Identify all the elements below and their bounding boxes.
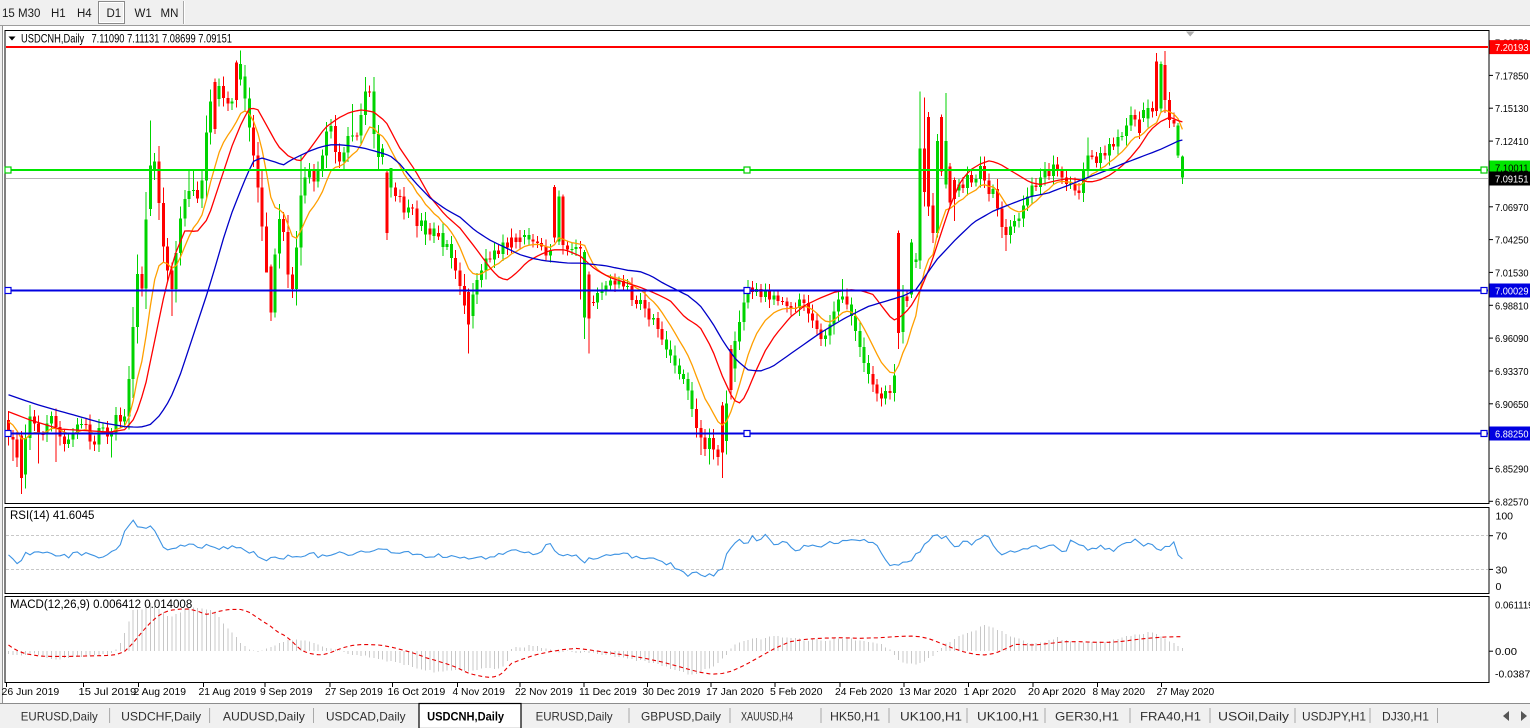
svg-text:GBPUSD,Daily: GBPUSD,Daily: [641, 710, 721, 724]
svg-text:-0.03877: -0.03877: [1495, 669, 1530, 681]
svg-text:7.00029: 7.00029: [1495, 285, 1529, 297]
svg-text:20 Apr 2020: 20 Apr 2020: [1028, 686, 1086, 698]
svg-text:100: 100: [1496, 511, 1514, 523]
svg-text:UK100,H1: UK100,H1: [900, 710, 962, 724]
svg-text:W1: W1: [135, 8, 152, 20]
svg-text:21 Aug 2019: 21 Aug 2019: [199, 686, 257, 698]
svg-text:EURUSD,Daily: EURUSD,Daily: [21, 710, 98, 724]
svg-text:27 May 2020: 27 May 2020: [1157, 686, 1215, 698]
svg-text:DJ30,H1: DJ30,H1: [1382, 710, 1429, 724]
svg-text:27 Sep 2019: 27 Sep 2019: [325, 686, 383, 698]
svg-text:22 Nov 2019: 22 Nov 2019: [515, 686, 573, 698]
svg-text:7.12410: 7.12410: [1495, 136, 1529, 148]
svg-text:15: 15: [2, 8, 15, 20]
svg-text:0.061119: 0.061119: [1495, 600, 1530, 612]
svg-text:8 May 2020: 8 May 2020: [1093, 686, 1146, 698]
svg-text:26 Jun 2019: 26 Jun 2019: [2, 686, 60, 698]
svg-text:17 Jan 2020: 17 Jan 2020: [706, 686, 764, 698]
svg-text:7.04250: 7.04250: [1495, 235, 1529, 247]
svg-text:D1: D1: [107, 8, 122, 20]
svg-text:USDCAD,Daily: USDCAD,Daily: [326, 710, 406, 724]
svg-text:6.90650: 6.90650: [1495, 399, 1529, 411]
svg-text:USDJPY,H1: USDJPY,H1: [1302, 710, 1366, 724]
svg-text:16 Oct 2019: 16 Oct 2019: [388, 686, 446, 698]
svg-text:6.98810: 6.98810: [1495, 300, 1529, 312]
svg-text:AUDUSD,Daily: AUDUSD,Daily: [223, 710, 305, 724]
svg-text:XAUUSD,H4: XAUUSD,H4: [741, 710, 793, 724]
svg-text:7.15130: 7.15130: [1495, 103, 1529, 115]
svg-text:7.09151: 7.09151: [1495, 174, 1529, 186]
svg-text:USDCHF,Daily: USDCHF,Daily: [121, 710, 201, 724]
svg-text:11 Dec 2019: 11 Dec 2019: [579, 686, 637, 698]
svg-text:0: 0: [1496, 581, 1502, 593]
svg-text:6.88250: 6.88250: [1495, 429, 1529, 441]
svg-text:6.82570: 6.82570: [1495, 496, 1529, 508]
svg-text:9 Sep 2019: 9 Sep 2019: [260, 686, 313, 698]
svg-text:H4: H4: [77, 8, 92, 20]
svg-text:FRA40,H1: FRA40,H1: [1140, 710, 1201, 724]
svg-text:0.00: 0.00: [1495, 646, 1517, 658]
svg-text:6.96090: 6.96090: [1495, 333, 1529, 345]
svg-text:USOil,Daily: USOil,Daily: [1218, 710, 1289, 724]
svg-text:H1: H1: [51, 8, 66, 20]
svg-text:M30: M30: [18, 8, 40, 20]
svg-text:2 Aug 2019: 2 Aug 2019: [134, 686, 187, 698]
svg-text:70: 70: [1496, 531, 1508, 543]
svg-text:15 Jul 2019: 15 Jul 2019: [79, 686, 137, 698]
svg-text:7.01530: 7.01530: [1495, 267, 1529, 279]
svg-text:MN: MN: [161, 8, 179, 20]
svg-text:13 Mar 2020: 13 Mar 2020: [899, 686, 957, 698]
svg-text:USDCNH,Daily: USDCNH,Daily: [427, 710, 504, 724]
svg-text:EURUSD,Daily: EURUSD,Daily: [536, 710, 613, 724]
svg-text:24 Feb 2020: 24 Feb 2020: [835, 686, 893, 698]
svg-text:HK50,H1: HK50,H1: [830, 710, 880, 724]
svg-text:GER30,H1: GER30,H1: [1055, 710, 1119, 724]
svg-text:1 Apr 2020: 1 Apr 2020: [964, 686, 1017, 698]
svg-text:6.93370: 6.93370: [1495, 366, 1529, 378]
svg-text:30 Dec 2019: 30 Dec 2019: [643, 686, 701, 698]
svg-text:USDCNH,Daily 7.11090 7.11131: USDCNH,Daily 7.11090 7.11131 7.08699 7.0…: [21, 34, 232, 46]
svg-text:RSI(14) 41.6045: RSI(14) 41.6045: [10, 510, 94, 522]
svg-text:4 Nov 2019: 4 Nov 2019: [453, 686, 506, 698]
svg-text:MACD(12,26,9) 0.006412 0.01400: MACD(12,26,9) 0.006412 0.014008: [10, 599, 192, 611]
svg-text:30: 30: [1496, 564, 1508, 576]
svg-text:7.17850: 7.17850: [1495, 70, 1529, 82]
svg-text:5 Feb 2020: 5 Feb 2020: [770, 686, 823, 698]
svg-text:UK100,H1: UK100,H1: [977, 710, 1039, 724]
svg-text:7.06970: 7.06970: [1495, 202, 1529, 214]
svg-text:7.20193: 7.20193: [1495, 42, 1529, 54]
svg-text:6.85290: 6.85290: [1495, 463, 1529, 475]
